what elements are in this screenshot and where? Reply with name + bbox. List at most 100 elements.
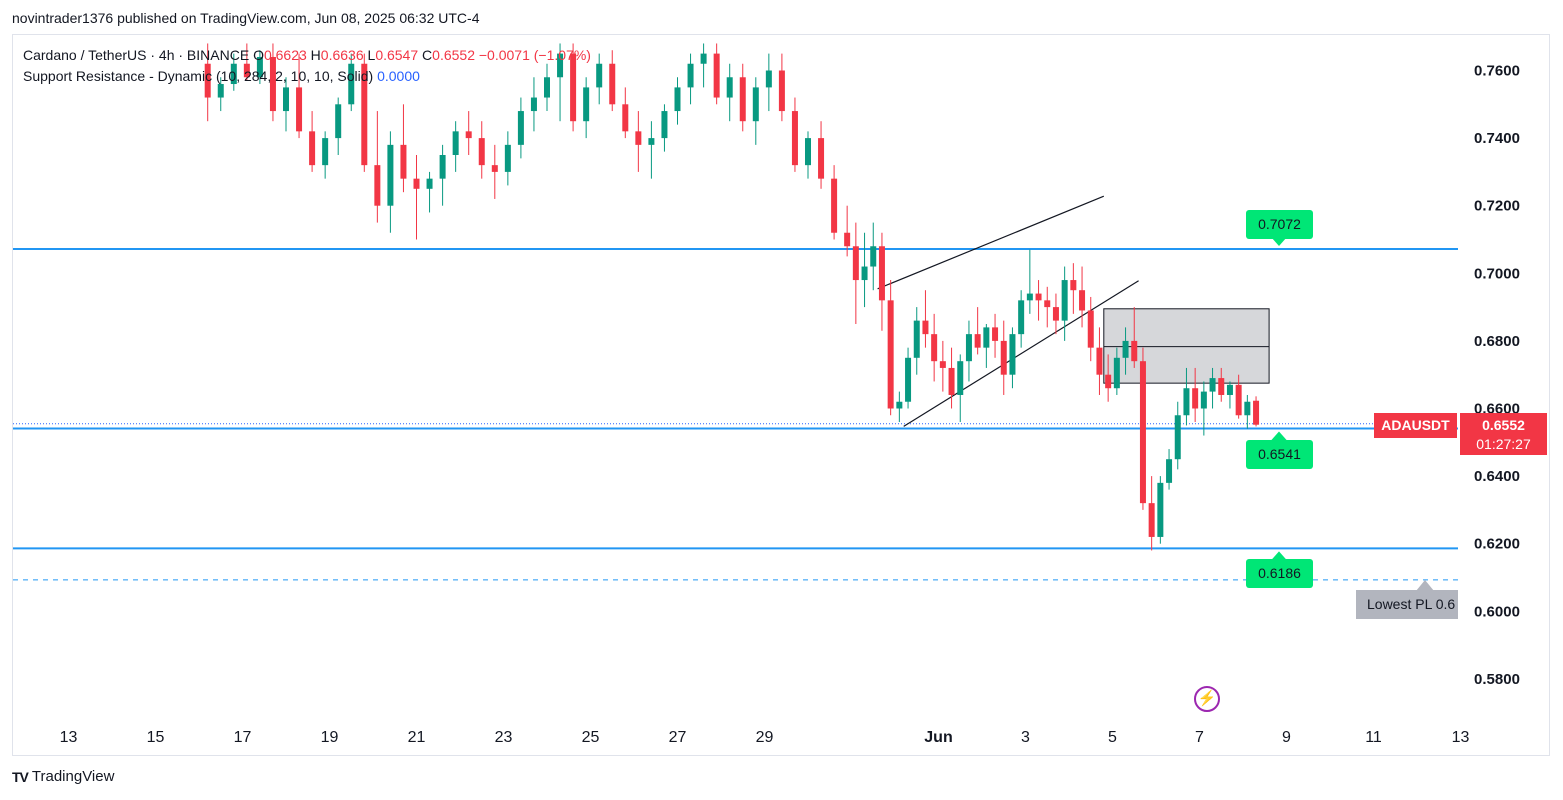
candle-body-up[interactable]	[1166, 459, 1173, 483]
candle-body-up[interactable]	[870, 246, 877, 267]
candle-body-down[interactable]	[1096, 347, 1103, 375]
lightning-icon[interactable]: ⚡	[1194, 686, 1220, 712]
candle-body-down[interactable]	[491, 165, 498, 172]
candle-body-down[interactable]	[791, 111, 798, 166]
candle-body-up[interactable]	[230, 63, 237, 85]
candle-body-down[interactable]	[400, 144, 407, 179]
candle-body-up[interactable]	[439, 155, 446, 179]
candle-body-down[interactable]	[1087, 310, 1094, 348]
candle-body-down[interactable]	[1131, 340, 1138, 362]
candle-body-up[interactable]	[256, 56, 263, 78]
candle-body-up[interactable]	[957, 361, 964, 395]
candle-body-down[interactable]	[1218, 378, 1225, 395]
candle-body-up[interactable]	[1113, 357, 1120, 389]
candle-body-up[interactable]	[965, 334, 972, 362]
wedge-lower-trendline[interactable]	[903, 280, 1139, 427]
candle-body-down[interactable]	[1000, 340, 1007, 375]
candle-body-up[interactable]	[530, 97, 537, 112]
candle-body-down[interactable]	[635, 131, 642, 145]
candle-body-up[interactable]	[557, 53, 564, 78]
wedge-upper-trendline[interactable]	[877, 195, 1105, 290]
candle-body-down[interactable]	[887, 300, 894, 409]
candle-body-up[interactable]	[1018, 300, 1025, 335]
candle-body-up[interactable]	[426, 178, 433, 189]
candle-body-down[interactable]	[1139, 361, 1146, 504]
candle-body-up[interactable]	[1061, 280, 1068, 321]
candle-body-down[interactable]	[1044, 300, 1051, 308]
candle-body-up[interactable]	[544, 77, 550, 98]
candle-body-up[interactable]	[983, 327, 990, 348]
legend-symbol[interactable]: Cardano / TetherUS · 4h · BINANCE	[23, 47, 250, 63]
candle-body-up[interactable]	[861, 266, 868, 281]
candle-body-up[interactable]	[700, 53, 707, 64]
candle-body-up[interactable]	[387, 144, 394, 206]
candle-body-up[interactable]	[217, 84, 224, 98]
candle-body-down[interactable]	[922, 320, 929, 335]
candle-body-up[interactable]	[596, 63, 603, 88]
candle-body-up[interactable]	[726, 77, 733, 98]
candle-body-down[interactable]	[992, 327, 999, 341]
candle-body-up[interactable]	[283, 87, 289, 112]
candle-body-down[interactable]	[939, 361, 946, 368]
candle-body-down[interactable]	[374, 165, 381, 206]
candle-body-down[interactable]	[1079, 290, 1086, 311]
candle-body-down[interactable]	[204, 63, 211, 98]
candle-body-down[interactable]	[361, 63, 368, 166]
candle-body-down[interactable]	[818, 138, 825, 179]
candle-body-down[interactable]	[713, 53, 720, 98]
candle-body-up[interactable]	[1200, 391, 1207, 409]
candle-body-up[interactable]	[1244, 401, 1251, 416]
candle-body-up[interactable]	[1157, 482, 1164, 537]
indicator-name[interactable]: Support Resistance - Dynamic (10, 284, 2…	[23, 68, 374, 84]
candle-body-up[interactable]	[1122, 340, 1129, 358]
candle-body-down[interactable]	[570, 53, 577, 122]
candle-body-down[interactable]	[413, 178, 420, 189]
candle-body-up[interactable]	[752, 87, 759, 122]
candle-body-down[interactable]	[1035, 293, 1042, 301]
candle-body-down[interactable]	[844, 232, 851, 247]
candle-body-down[interactable]	[974, 334, 981, 348]
candle-body-up[interactable]	[1009, 334, 1016, 375]
candle-body-down[interactable]	[778, 70, 785, 112]
candle-body-down[interactable]	[269, 56, 276, 112]
candle-body-down[interactable]	[1253, 400, 1260, 425]
candle-body-up[interactable]	[913, 320, 920, 358]
candle-body-up[interactable]	[452, 131, 459, 155]
candle-body-up[interactable]	[1183, 388, 1190, 416]
candle-body-up[interactable]	[583, 87, 590, 122]
candle-body-up[interactable]	[896, 401, 903, 409]
candle-body-down[interactable]	[1235, 384, 1242, 416]
candle-body-down[interactable]	[1052, 307, 1059, 321]
candle-body-down[interactable]	[478, 138, 485, 166]
candle-body-down[interactable]	[739, 77, 746, 122]
candle-body-down[interactable]	[296, 87, 303, 132]
candle-body-down[interactable]	[1192, 388, 1199, 409]
candle-body-down[interactable]	[1070, 280, 1077, 291]
candle-body-up[interactable]	[805, 138, 811, 166]
candle-body-up[interactable]	[1174, 415, 1181, 460]
candle-body-up[interactable]	[1209, 378, 1216, 392]
footer-brand[interactable]: TV TradingView	[12, 768, 114, 785]
candle-body-down[interactable]	[243, 63, 250, 78]
candle-body-up[interactable]	[674, 87, 681, 112]
candle-body-up[interactable]	[661, 111, 668, 139]
candle-body-up[interactable]	[905, 357, 912, 402]
candle-body-up[interactable]	[335, 104, 342, 139]
candle-body-down[interactable]	[1105, 374, 1112, 389]
candle-body-up[interactable]	[1026, 293, 1033, 301]
candle-body-down[interactable]	[465, 131, 472, 139]
candle-body-down[interactable]	[309, 131, 316, 166]
candle-body-down[interactable]	[1148, 503, 1155, 537]
candle-body-down[interactable]	[622, 104, 629, 132]
candle-body-down[interactable]	[609, 63, 616, 105]
candle-body-up[interactable]	[765, 70, 772, 88]
candle-body-up[interactable]	[348, 63, 355, 105]
candle-body-up[interactable]	[517, 111, 524, 145]
candle-body-up[interactable]	[648, 138, 655, 145]
candle-body-down[interactable]	[831, 178, 838, 233]
candle-body-down[interactable]	[931, 334, 938, 362]
candle-body-down[interactable]	[948, 367, 955, 395]
candle-body-up[interactable]	[1226, 384, 1233, 395]
candle-body-down[interactable]	[852, 246, 859, 281]
